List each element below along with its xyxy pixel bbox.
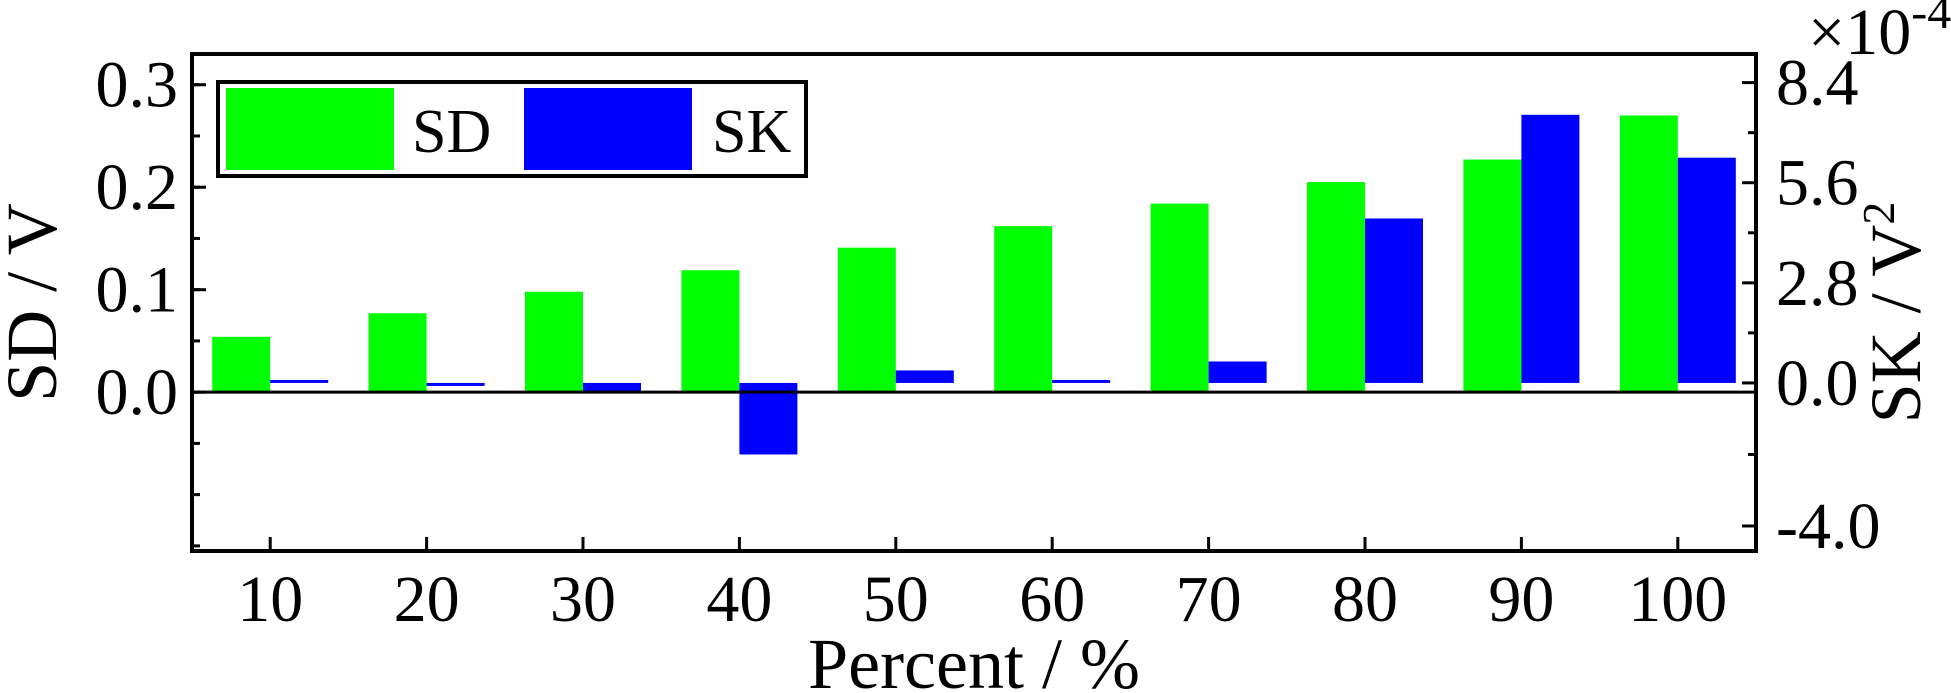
sk-bar-20 <box>426 382 485 386</box>
right-tick-label: 8.4 <box>1776 47 1859 120</box>
left-axis-title: SD / V <box>0 203 72 402</box>
sk-bar-50 <box>895 370 954 383</box>
legend-sk-swatch <box>524 88 692 170</box>
legend-sk-label: SK <box>712 98 791 166</box>
sd-bar-50 <box>837 247 896 393</box>
sd-bar-70 <box>1150 203 1209 393</box>
left-tick-label: 0.3 <box>96 49 179 122</box>
sd-bar-30 <box>525 291 583 393</box>
sd-bar-60 <box>994 226 1053 393</box>
plot-frame <box>190 52 1758 553</box>
left-axis-ticks: 0.0 0.1 0.2 0.3 <box>96 49 206 548</box>
sk-bar-10 <box>270 379 329 383</box>
right-tick-label: 5.6 <box>1776 147 1859 220</box>
sk-bars <box>270 114 1736 455</box>
x-tick-label: 60 <box>1019 563 1085 636</box>
right-tick-label: 2.8 <box>1776 247 1859 320</box>
sd-bar-90 <box>1463 159 1522 393</box>
left-tick-label: 0.1 <box>96 254 179 327</box>
x-tick-label: 70 <box>1176 563 1242 636</box>
sd-bar-10 <box>212 336 271 393</box>
sk-bar-30 <box>583 382 641 392</box>
sk-bar-100 <box>1677 157 1736 383</box>
left-tick-label: 0.0 <box>96 356 179 429</box>
sk-bar-90 <box>1521 114 1580 383</box>
legend-sd-label: SD <box>412 98 491 166</box>
sd-bar-80 <box>1307 182 1365 393</box>
right-axis-multiplier: ×10-4 <box>1808 0 1951 69</box>
right-axis-title: SK / V2 <box>1853 202 1936 424</box>
legend-sd-swatch <box>226 88 394 170</box>
right-axis-title-base: SK / V <box>1856 225 1936 424</box>
multiplier-base: ×10 <box>1808 0 1911 69</box>
sk-bar-60 <box>1052 379 1111 383</box>
sd-bars <box>212 115 1678 393</box>
sk-bar-70 <box>1208 361 1267 383</box>
right-tick-label: 0.0 <box>1776 347 1859 420</box>
sd-bar-20 <box>368 313 427 393</box>
x-axis-ticks: 10 20 30 40 50 60 70 80 90 100 <box>237 537 1727 636</box>
right-axis-title-superscript: 2 <box>1853 202 1904 225</box>
right-tick-label: -4.0 <box>1776 490 1880 563</box>
legend: SD SK <box>216 80 808 178</box>
x-tick-label: 20 <box>394 563 460 636</box>
x-tick-label: 90 <box>1488 563 1554 636</box>
x-tick-label: 80 <box>1332 563 1398 636</box>
left-tick-label: 0.2 <box>96 151 179 224</box>
x-tick-label: 100 <box>1628 563 1727 636</box>
sd-bar-40 <box>681 270 740 393</box>
x-tick-label: 30 <box>550 563 616 636</box>
sk-bar-80 <box>1365 218 1423 383</box>
x-axis-title: Percent / % <box>808 624 1140 693</box>
x-tick-label: 10 <box>237 563 303 636</box>
right-axis-ticks: -4.0 0.0 2.8 5.6 8.4 <box>1742 47 1880 563</box>
sk-bar-40 <box>739 382 798 455</box>
sd-bar-100 <box>1619 115 1678 393</box>
x-tick-label: 40 <box>706 563 772 636</box>
x-tick-label: 50 <box>863 563 929 636</box>
multiplier-exponent: -4 <box>1911 0 1951 39</box>
